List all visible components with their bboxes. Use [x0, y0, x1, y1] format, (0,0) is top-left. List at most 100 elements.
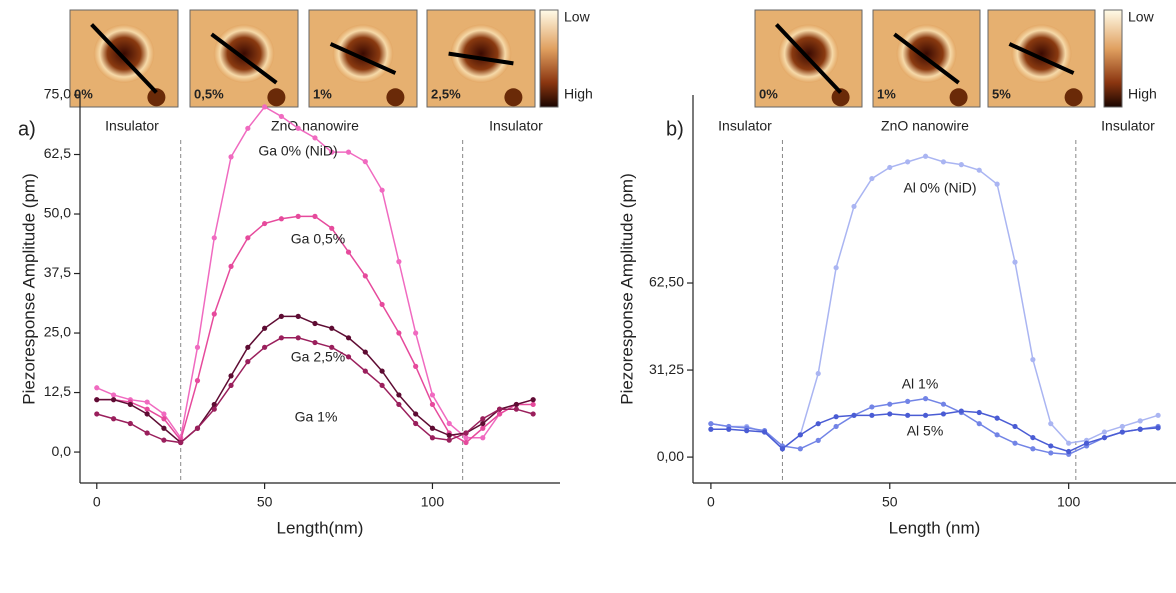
data-point: [869, 176, 874, 181]
data-point: [1066, 441, 1071, 446]
data-point: [887, 165, 892, 170]
data-point: [379, 188, 384, 193]
data-point: [869, 413, 874, 418]
data-point: [726, 427, 731, 432]
data-point: [346, 150, 351, 155]
data-point: [346, 335, 351, 340]
data-point: [762, 429, 767, 434]
colorbar: [1104, 10, 1122, 107]
inset-label: 0%: [74, 86, 93, 101]
data-point: [834, 414, 839, 419]
data-point: [923, 413, 928, 418]
data-point: [1102, 435, 1107, 440]
data-point: [816, 421, 821, 426]
data-point: [905, 413, 910, 418]
data-point: [1120, 424, 1125, 429]
region-label: Insulator: [105, 118, 159, 134]
data-point: [1048, 443, 1053, 448]
data-point: [262, 104, 267, 109]
data-point: [430, 426, 435, 431]
data-point: [798, 432, 803, 437]
data-point: [346, 354, 351, 359]
data-point: [262, 345, 267, 350]
data-point: [228, 264, 233, 269]
data-point: [413, 421, 418, 426]
data-point: [128, 402, 133, 407]
afm-grain: [333, 25, 393, 83]
data-point: [279, 216, 284, 221]
data-point: [463, 440, 468, 445]
afm-grain: [386, 88, 404, 106]
x-tick-label: 0: [93, 494, 101, 510]
inset-label: 1%: [877, 86, 896, 101]
colorbar-label: Low: [564, 9, 591, 25]
data-point: [923, 396, 928, 401]
series-label: Ga 0% (NiD): [258, 143, 337, 159]
data-point: [480, 416, 485, 421]
afm-grain: [267, 88, 285, 106]
colorbar-label: High: [1128, 86, 1157, 102]
data-point: [329, 326, 334, 331]
data-point: [1066, 449, 1071, 454]
figure: 0%0,5%1%2,5%LowHigh0%1%5%LowHigh a)Insul…: [0, 0, 1176, 593]
data-point: [708, 421, 713, 426]
data-point: [212, 311, 217, 316]
data-point: [363, 349, 368, 354]
y-tick-label: 37,5: [44, 264, 71, 280]
x-tick-label: 100: [1057, 494, 1081, 510]
data-point: [396, 330, 401, 335]
data-point: [128, 421, 133, 426]
data-point: [430, 392, 435, 397]
data-point: [447, 438, 452, 443]
data-point: [94, 411, 99, 416]
afm-grain: [1012, 25, 1072, 83]
y-tick-label: 0,0: [52, 443, 72, 459]
series-label: Al 0% (NiD): [903, 180, 976, 196]
data-point: [816, 371, 821, 376]
data-point: [959, 409, 964, 414]
data-point: [396, 392, 401, 397]
data-point: [161, 416, 166, 421]
data-point: [1138, 427, 1143, 432]
inset-label: 1%: [313, 86, 332, 101]
data-point: [396, 402, 401, 407]
series-label: Al 1%: [902, 376, 939, 392]
inset-label: 0%: [759, 86, 778, 101]
data-point: [413, 330, 418, 335]
data-point: [262, 326, 267, 331]
data-point: [296, 335, 301, 340]
data-point: [480, 421, 485, 426]
data-point: [111, 392, 116, 397]
data-point: [834, 424, 839, 429]
y-tick-label: 62,5: [44, 145, 71, 161]
afm-grain: [779, 25, 839, 83]
data-point: [1030, 446, 1035, 451]
inset-label: 2,5%: [431, 86, 461, 101]
series-line: [711, 156, 1158, 448]
data-point: [279, 314, 284, 319]
data-point: [959, 162, 964, 167]
data-point: [312, 321, 317, 326]
data-point: [1030, 357, 1035, 362]
data-point: [245, 359, 250, 364]
data-point: [480, 435, 485, 440]
data-point: [312, 135, 317, 140]
data-point: [195, 426, 200, 431]
afm-grain: [94, 25, 154, 83]
data-point: [296, 314, 301, 319]
series-label: Ga 0,5%: [291, 231, 345, 247]
data-point: [1012, 441, 1017, 446]
data-point: [161, 411, 166, 416]
data-point: [1084, 441, 1089, 446]
data-point: [94, 385, 99, 390]
y-tick-label: 12,5: [44, 383, 71, 399]
data-point: [1048, 450, 1053, 455]
data-point: [245, 345, 250, 350]
panel-label: b): [666, 118, 684, 140]
data-point: [161, 426, 166, 431]
data-point: [514, 407, 519, 412]
data-point: [480, 426, 485, 431]
inset-label: 0,5%: [194, 86, 224, 101]
data-point: [744, 428, 749, 433]
data-point: [312, 214, 317, 219]
